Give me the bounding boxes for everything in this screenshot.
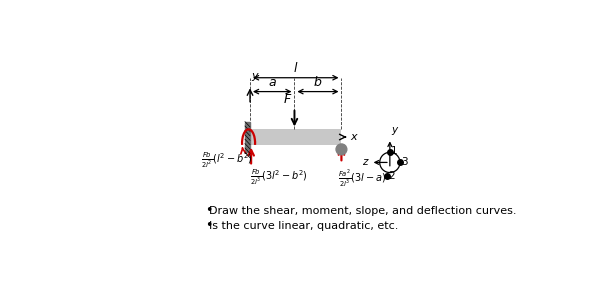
- Text: $F$: $F$: [283, 93, 293, 106]
- Text: 3: 3: [401, 157, 407, 168]
- Text: 2: 2: [388, 171, 395, 181]
- Text: $a$: $a$: [268, 76, 276, 89]
- Text: 1: 1: [391, 146, 398, 156]
- Text: $\frac{Fa^2}{2l^3}$$(3l - a)$: $\frac{Fa^2}{2l^3}$$(3l - a)$: [338, 168, 386, 189]
- Text: $l$: $l$: [293, 61, 299, 75]
- Bar: [245, 122, 250, 152]
- Text: $\frac{Fb}{2l^2}$$(l^2 - b^2)$: $\frac{Fb}{2l^2}$$(l^2 - b^2)$: [201, 150, 253, 170]
- Circle shape: [336, 144, 347, 155]
- Text: Is the curve linear, quadratic, etc.: Is the curve linear, quadratic, etc.: [209, 221, 398, 231]
- Text: $z$: $z$: [362, 157, 370, 168]
- Text: $y$: $y$: [251, 71, 260, 83]
- Text: $x$: $x$: [350, 132, 359, 142]
- Text: $\frac{Fb}{2l^3}$$(3l^2 - b^2)$: $\frac{Fb}{2l^3}$$(3l^2 - b^2)$: [251, 168, 308, 187]
- Bar: [250, 129, 341, 145]
- Text: Draw the shear, moment, slope, and deflection curves.: Draw the shear, moment, slope, and defle…: [209, 206, 517, 216]
- Text: $y$: $y$: [391, 125, 399, 137]
- Text: $b$: $b$: [313, 75, 323, 89]
- Text: •: •: [205, 204, 212, 217]
- Text: •: •: [205, 219, 212, 232]
